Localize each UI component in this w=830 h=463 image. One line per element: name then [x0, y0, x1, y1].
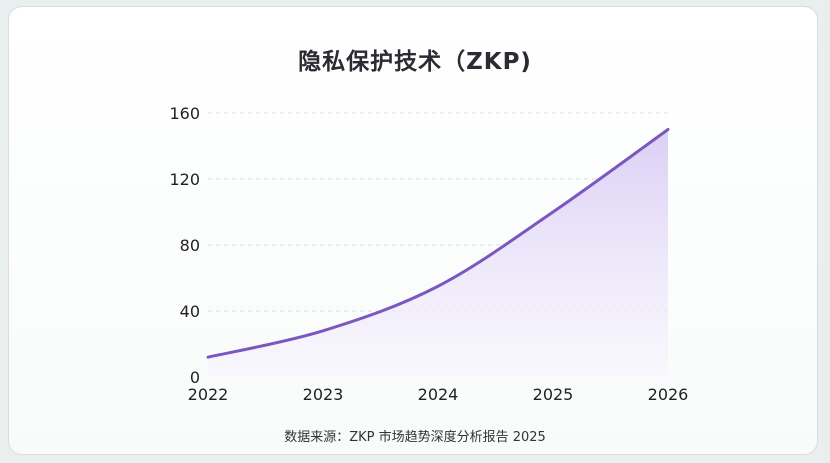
- chart-title: 隐私保护技术（ZKP): [298, 49, 532, 75]
- chart-card: [8, 6, 818, 455]
- x-tick-label: 2025: [533, 385, 574, 404]
- x-axis-ticks: 2022 2023 2024 2025 2026: [188, 385, 689, 404]
- series-area: [208, 129, 668, 377]
- x-tick-label: 2022: [188, 385, 229, 404]
- y-tick-label: 80: [180, 236, 200, 255]
- y-tick-label: 40: [180, 302, 200, 321]
- y-tick-label: 120: [169, 170, 200, 189]
- series-line: [206, 128, 670, 359]
- y-tick-label: 160: [169, 104, 200, 123]
- y-tick-label: 0: [190, 368, 200, 387]
- x-tick-label: 2026: [648, 385, 689, 404]
- y-axis-ticks: 0 40 80 120 160: [169, 104, 200, 387]
- data-source-note: 数据来源：ZKP 市场趋势深度分析报告 2025: [284, 430, 546, 445]
- x-tick-label: 2023: [303, 385, 344, 404]
- x-tick-label: 2024: [418, 385, 459, 404]
